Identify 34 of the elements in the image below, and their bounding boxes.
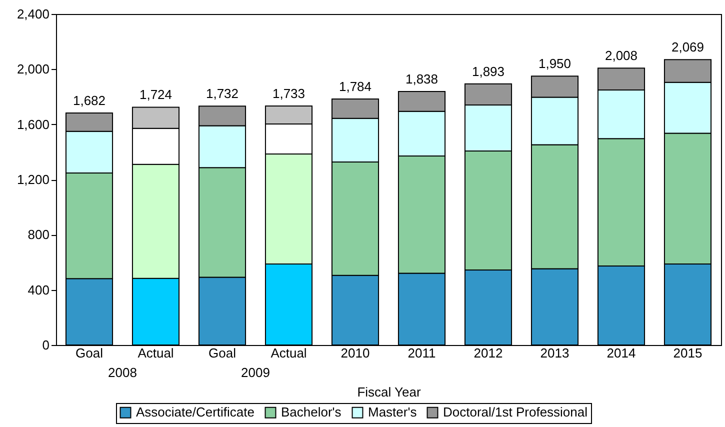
y-tick-label: 1,600 — [16, 116, 50, 132]
x-tick-label: 2011 — [408, 346, 436, 360]
y-tick-label: 2,400 — [16, 6, 50, 22]
y-tick-label: 2,000 — [16, 62, 50, 77]
total-label: 2,069 — [671, 40, 704, 55]
x-tick-label: Actual — [138, 346, 174, 360]
x-tick-label: Goal — [208, 346, 236, 360]
total-label: 1,724 — [139, 87, 172, 102]
x-tick-label: 2013 — [540, 346, 570, 360]
y-tick-label: 400 — [28, 282, 50, 298]
x-tick-label: 2010 — [340, 346, 370, 360]
text: 2009 — [241, 365, 270, 380]
total-label: 1,682 — [72, 93, 106, 108]
total-label: 1,784 — [338, 78, 372, 94]
total-label: 1,838 — [405, 72, 438, 87]
total-label: 1,893 — [472, 64, 505, 79]
total-label: 1,733 — [272, 86, 306, 101]
x-tick-label: Goal — [76, 346, 104, 360]
total-label: 1,732 — [206, 86, 239, 102]
legend-label: Doctoral/1st Professional — [443, 404, 588, 420]
y-tick-label: 1,200 — [16, 172, 50, 187]
text: 2008 — [108, 365, 137, 380]
x-axis-title: Fiscal Year — [357, 384, 422, 400]
x-tick-label: 2014 — [606, 346, 636, 360]
x-tick-label: Actual — [270, 346, 307, 360]
y-tick-label: 800 — [28, 227, 50, 242]
x-tick-label: 2012 — [474, 346, 503, 360]
legend-label: Bachelor's — [281, 404, 342, 420]
total-label: 1,950 — [538, 56, 572, 72]
legend-label: Master's — [368, 404, 418, 420]
legend-label: Associate/Certificate — [136, 404, 254, 420]
total-label: 2,008 — [604, 48, 638, 64]
x-tick-label: 2015 — [673, 346, 702, 360]
y-tick-label: 0 — [42, 338, 50, 352]
